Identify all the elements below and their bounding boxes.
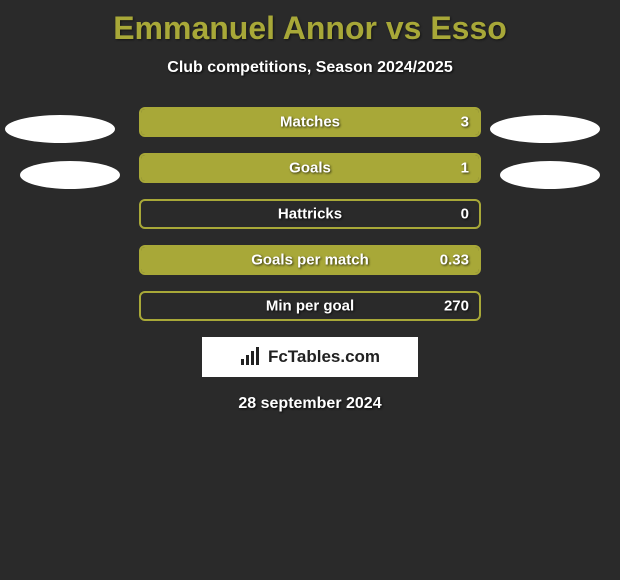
stat-label: Min per goal: [266, 298, 354, 315]
source-text: FcTables.com: [268, 347, 380, 367]
barchart-icon: [240, 347, 262, 367]
stats-area: Matches 3 Goals 1 Hattricks 0 Goals per …: [0, 107, 620, 321]
stat-value-right: 0: [461, 206, 469, 223]
avatar-right-placeholder-2: [500, 161, 600, 189]
stat-value-right: 3: [461, 114, 469, 131]
avatar-left-placeholder-2: [20, 161, 120, 189]
page-title: Emmanuel Annor vs Esso: [0, 0, 620, 47]
stat-row-hattricks: Hattricks 0: [139, 199, 481, 229]
stat-label: Goals per match: [251, 252, 369, 269]
stat-bars: Matches 3 Goals 1 Hattricks 0 Goals per …: [139, 107, 481, 321]
stat-row-gpm: Goals per match 0.33: [139, 245, 481, 275]
stat-label: Hattricks: [278, 206, 342, 223]
stat-label: Goals: [289, 160, 331, 177]
stat-row-goals: Goals 1: [139, 153, 481, 183]
stat-value-right: 0.33: [440, 252, 469, 269]
stat-row-mpg: Min per goal 270: [139, 291, 481, 321]
avatar-right-placeholder: [490, 115, 600, 143]
date-text: 28 september 2024: [0, 395, 620, 413]
stat-value-right: 1: [461, 160, 469, 177]
comparison-infographic: Emmanuel Annor vs Esso Club competitions…: [0, 0, 620, 580]
page-subtitle: Club competitions, Season 2024/2025: [0, 59, 620, 77]
stat-row-matches: Matches 3: [139, 107, 481, 137]
avatar-left-placeholder: [5, 115, 115, 143]
stat-value-right: 270: [444, 298, 469, 315]
stat-label: Matches: [280, 114, 340, 131]
source-attribution: FcTables.com: [202, 337, 418, 377]
